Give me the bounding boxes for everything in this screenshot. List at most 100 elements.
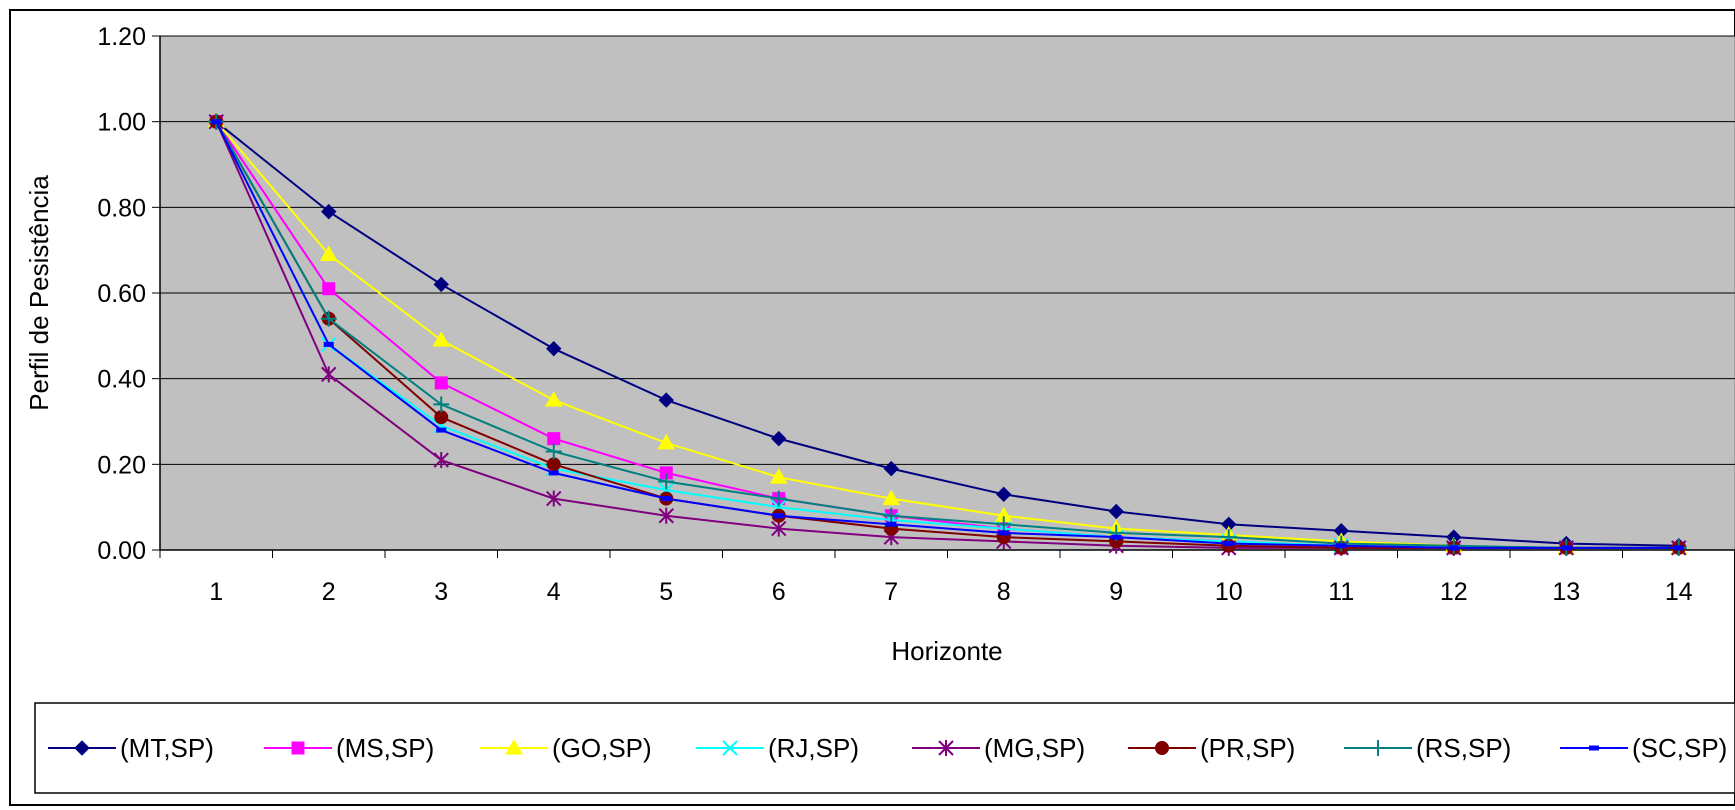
data-point-scsp [886, 521, 897, 527]
legend: (MT,SP) (MS,SP) (GO,SP) (RJ,SP) (MG,SP) (PR,S… [48, 733, 1727, 763]
legend-item-mgsp: (MG,SP) [912, 733, 1085, 763]
data-point-rssp [995, 516, 1012, 533]
legend-label: (SC,SP) [1632, 733, 1727, 763]
y-tick-label: 0.40 [97, 366, 146, 394]
data-point-mtsp [771, 430, 787, 447]
legend-marker [74, 740, 90, 756]
legend-marker [505, 738, 523, 755]
legend-label: (GO,SP) [552, 733, 652, 763]
x-tick-label: 9 [1109, 578, 1123, 606]
data-point-rssp [433, 396, 450, 413]
y-tick-label: 0.20 [97, 451, 146, 479]
x-tick-label: 2 [322, 578, 336, 606]
data-point-mtsp [321, 203, 337, 220]
x-tick-label: 14 [1665, 578, 1693, 606]
x-tick-label: 12 [1440, 578, 1468, 606]
data-point-mssp [547, 432, 561, 446]
legend-marker [1589, 745, 1599, 751]
data-point-gosp [657, 433, 676, 450]
data-point-mssp [434, 376, 448, 390]
data-point-mssp [322, 282, 336, 296]
x-tick-label: 5 [659, 578, 673, 606]
data-point-mtsp [658, 392, 674, 408]
data-point-scsp [1223, 541, 1234, 547]
x-tick-label: 10 [1215, 578, 1243, 606]
y-tick-label: 1.00 [97, 109, 146, 137]
data-point-scsp [548, 470, 559, 476]
data-point-scsp [436, 427, 447, 433]
legend-label: (RS,SP) [1416, 733, 1511, 763]
legend-item-rssp: (RS,SP) [1344, 733, 1511, 763]
legend-label: (MG,SP) [984, 733, 1085, 763]
data-point-mgsp [433, 452, 449, 469]
data-point-mtsp [546, 340, 562, 357]
data-point-mgsp [546, 490, 562, 507]
y-tick-label: 1.20 [97, 23, 146, 51]
x-tick-label: 8 [997, 578, 1011, 606]
data-point-scsp [1111, 534, 1122, 540]
series-group [207, 112, 1688, 556]
x-tick-label: 4 [547, 578, 561, 606]
series-rssp [208, 113, 1687, 556]
data-point-mgsp [658, 507, 674, 524]
data-point-rssp [883, 507, 900, 524]
data-point-rssp [770, 490, 787, 507]
series-line-scsp [215, 121, 1679, 549]
x-tick-label: 13 [1552, 578, 1580, 606]
legend-item-rjsp: (RJ,SP) [696, 733, 859, 763]
data-point-scsp [1336, 543, 1347, 549]
grid-lines [160, 35, 1735, 465]
data-point-gosp [432, 331, 451, 347]
x-tick-label: 7 [884, 578, 898, 606]
data-point-gosp [319, 245, 338, 261]
data-point-rssp [545, 443, 562, 460]
y-axis-label: Perfil de Pesistência [24, 175, 54, 411]
legend-marker [938, 740, 954, 756]
data-point-mtsp [1108, 503, 1124, 520]
legend-item-gosp: (GO,SP) [480, 733, 652, 763]
legend-item-mtsp: (MT,SP) [48, 733, 214, 763]
y-tick-label: 0.60 [97, 280, 146, 308]
legend-marker-stroke [722, 740, 738, 756]
series-line-rssp [215, 121, 1679, 549]
data-point-gosp [882, 489, 901, 506]
data-point-scsp [1561, 545, 1572, 551]
data-point-scsp [211, 119, 222, 125]
legend-marker [1370, 740, 1386, 756]
data-point-rssp [320, 310, 337, 327]
legend-marker [1155, 741, 1169, 755]
data-point-scsp [1673, 545, 1684, 551]
data-point-mtsp [996, 486, 1012, 503]
data-point-scsp [998, 530, 1009, 536]
series-scsp [211, 119, 1684, 551]
data-point-prsp [434, 410, 449, 425]
x-tick-label: 1 [209, 578, 223, 606]
data-point-gosp [769, 468, 788, 484]
legend-item-mssp: (MS,SP) [264, 733, 434, 763]
y-tick-label: 0.80 [97, 194, 146, 222]
data-point-mtsp [433, 276, 449, 293]
axes: 0.000.200.400.600.801.001.201 2 3 4 5 6 7 8 9 10 1… [97, 23, 1735, 606]
data-point-mgsp [321, 366, 337, 383]
legend-marker [291, 741, 305, 755]
series-line-mtsp [215, 120, 1679, 547]
x-tick-label: 3 [434, 578, 448, 606]
legend-label: (PR,SP) [1200, 733, 1295, 763]
data-point-scsp [1448, 545, 1459, 551]
data-point-mgsp [771, 520, 787, 537]
data-point-rssp [658, 473, 675, 490]
data-point-mtsp [883, 460, 899, 477]
data-point-scsp [773, 513, 784, 519]
y-tick-label: 0.00 [97, 537, 146, 565]
data-point-prsp [546, 457, 561, 472]
legend-label: (MT,SP) [120, 733, 214, 763]
legend-label: (MS,SP) [336, 733, 434, 763]
x-tick-label: 6 [772, 578, 786, 606]
data-point-scsp [661, 496, 672, 502]
legend-item-scsp: (SC,SP) [1560, 733, 1727, 763]
data-point-scsp [323, 341, 334, 347]
legend-marker [722, 740, 738, 756]
x-axis-label: Horizonte [891, 636, 1002, 666]
legend-item-prsp: (PR,SP) [1128, 733, 1295, 763]
